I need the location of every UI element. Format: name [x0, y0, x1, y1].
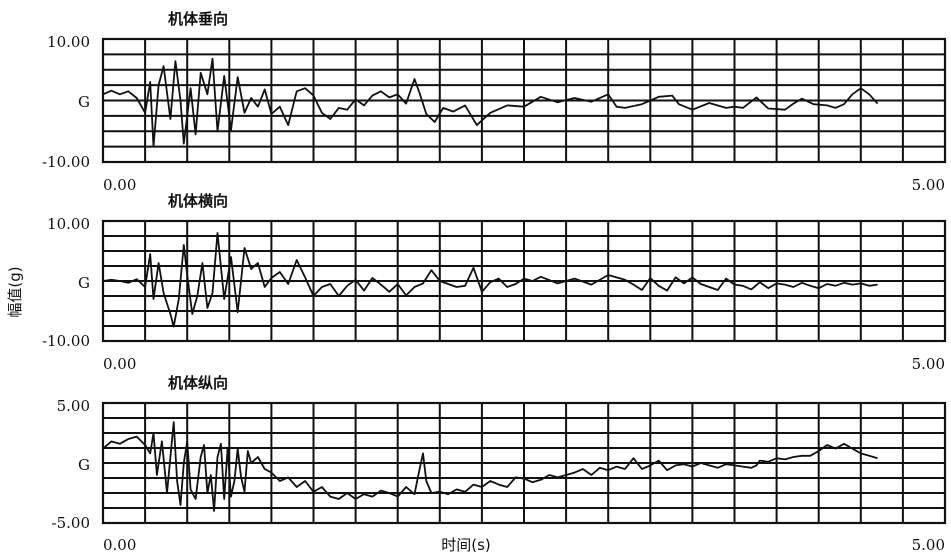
x-tick-min-vertical: 0.00 [103, 176, 136, 194]
x-tick-max-vertical: 5.00 [912, 176, 945, 194]
grid-vertical [101, 37, 947, 164]
y-tick-max-lateral: 10.00 [47, 215, 90, 233]
panel-title-longitudinal: 机体纵向 [168, 374, 228, 392]
y-tick-min-lateral: -10.00 [42, 332, 90, 350]
y-tick-mid-vertical: G [78, 93, 90, 111]
y-tick-max-vertical: 10.00 [47, 33, 90, 51]
y-tick-max-longitudinal: 5.00 [57, 397, 90, 415]
panel-title-vertical: 机体垂向 [168, 10, 228, 28]
plot-area-longitudinal [102, 421, 878, 512]
panel-title-lateral: 机体横向 [168, 192, 228, 210]
plot-area-lateral [102, 232, 878, 328]
y-tick-mid-longitudinal: G [78, 456, 90, 474]
plot-area-vertical [102, 57, 879, 148]
x-axis-title: 时间(s) [441, 536, 491, 554]
x-tick-min-lateral: 0.00 [103, 355, 136, 373]
grid-lateral [101, 219, 947, 343]
x-tick-max-longitudinal: 5.00 [912, 536, 945, 554]
x-tick-max-lateral: 5.00 [912, 355, 945, 373]
signal-trace-lateral [102, 232, 878, 328]
y-tick-mid-lateral: G [78, 274, 90, 292]
signal-trace-longitudinal [102, 421, 878, 512]
signal-trace-vertical [102, 57, 879, 148]
y-axis-title: 幅值(g) [6, 266, 24, 317]
y-tick-min-longitudinal: -5.00 [52, 514, 90, 532]
y-tick-min-vertical: -10.00 [42, 153, 90, 171]
grid-longitudinal [101, 401, 947, 525]
x-tick-min-longitudinal: 0.00 [103, 536, 136, 554]
